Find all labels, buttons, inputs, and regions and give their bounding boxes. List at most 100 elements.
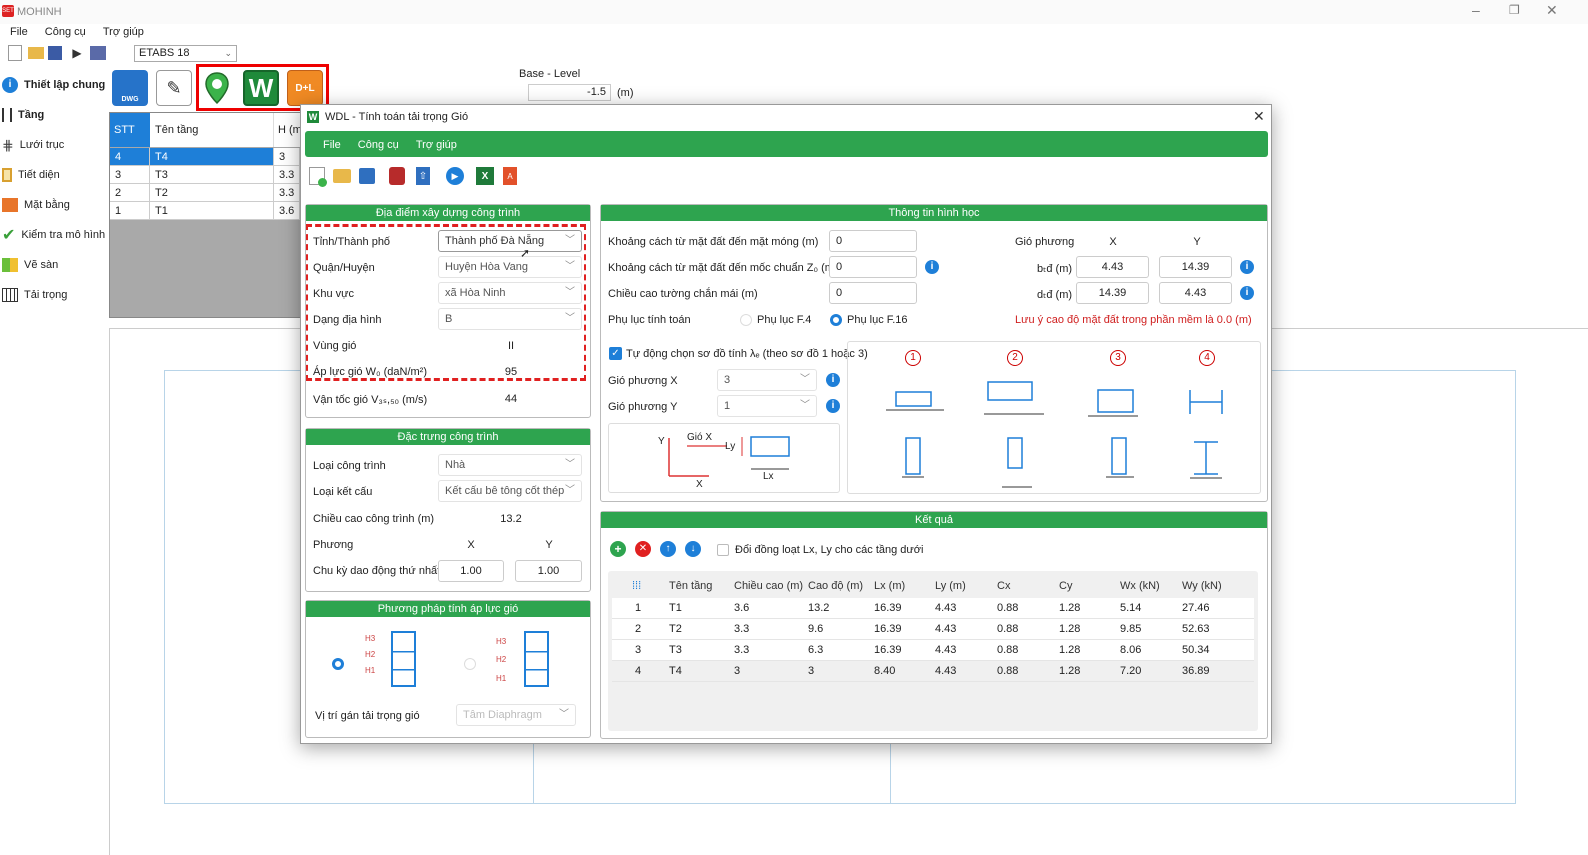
info-icon[interactable]: i (925, 260, 939, 274)
open-folder-icon[interactable] (333, 169, 351, 183)
info-icon[interactable]: i (1240, 286, 1254, 300)
dialog-menu-file[interactable]: File (323, 139, 341, 151)
sidebar-item-section[interactable]: Tiết diện (0, 160, 108, 190)
dialog-menu-help[interactable]: Trợ giúp (415, 139, 457, 151)
location-pin-button[interactable] (199, 70, 235, 106)
table-row[interactable]: 4 T4 3 3 8.40 4.43 0.88 1.28 7.20 36.89 (612, 661, 1254, 682)
area-select[interactable]: xã Hòa Ninh ﹀ (438, 282, 582, 304)
dist-foundation-input[interactable]: 0 (829, 230, 917, 252)
add-row-button[interactable]: + (610, 541, 626, 557)
table-row[interactable]: 1 T1 3.6 13.2 16.39 4.43 0.88 1.28 5.14 … (612, 598, 1254, 619)
menu-file[interactable]: File (10, 26, 28, 38)
info-icon[interactable]: i (826, 373, 840, 387)
province-select[interactable]: Thành phố Đà Nẵng ﹀ (438, 230, 582, 252)
scheme-3-number[interactable]: 3 (1110, 350, 1126, 366)
sync-checkbox[interactable] (717, 544, 729, 556)
dist-ref-input[interactable]: 0 (829, 256, 917, 278)
wind-direction-diagram: Y X Gió X Ly Lx (608, 423, 840, 493)
period-y-input[interactable]: 1.00 (515, 560, 582, 582)
pdf-icon[interactable]: A (503, 167, 517, 185)
table-row[interactable]: 2 T2 3.3 (110, 184, 300, 202)
dialog-title: WDL - Tính toán tải trọng Gió (325, 111, 469, 123)
open-folder-icon[interactable] (28, 47, 44, 59)
col-stt: STT (110, 113, 150, 147)
structure-select[interactable]: Kết cấu bê tông cốt thép ﹀ (438, 480, 582, 502)
wind-y-select[interactable]: 1 ﹀ (717, 395, 817, 417)
method-radio-1[interactable] (332, 658, 344, 670)
dwg-import-button[interactable]: DWG (112, 70, 148, 106)
plan-icon (2, 198, 18, 212)
delete-row-button[interactable]: ✕ (635, 541, 651, 557)
run-icon[interactable]: ▶ (446, 167, 464, 185)
method-radio-2[interactable] (464, 658, 476, 670)
table-row[interactable]: 3 T3 3.3 6.3 16.39 4.43 0.88 1.28 8.06 5… (612, 640, 1254, 661)
cell-ly: 4.43 (935, 665, 957, 677)
database-icon[interactable] (389, 167, 405, 185)
sidebar-item-slab[interactable]: Vẽ sàn (0, 250, 108, 280)
cell-floor-name: T3 (669, 644, 682, 656)
table-row[interactable]: 3 T3 3.3 (110, 166, 300, 184)
edit-button[interactable]: ✎ (156, 70, 192, 106)
canvas-gridline (1272, 328, 1588, 329)
base-level-input[interactable]: -1.5 (528, 84, 611, 101)
info-icon[interactable]: i (826, 399, 840, 413)
cell-wx: 8.06 (1120, 644, 1142, 656)
auto-scheme-checkbox[interactable]: ✓ (609, 347, 622, 360)
etabs-version-select[interactable]: ETABS 18 ⌄ (134, 45, 237, 62)
b-y-input[interactable]: 14.39 (1159, 256, 1232, 278)
d-y-input[interactable]: 4.43 (1159, 282, 1232, 304)
appendix-f16-radio[interactable] (830, 314, 842, 326)
sidebar-item-grid[interactable]: ⋕ Lưới trục (0, 130, 108, 160)
b-x-input[interactable]: 4.43 (1076, 256, 1149, 278)
h1-label: H1 (365, 666, 376, 675)
minimize-button[interactable]: – (1472, 2, 1480, 18)
new-file-icon[interactable] (309, 167, 327, 187)
base-level-unit: (m) (617, 87, 634, 99)
menu-help[interactable]: Trợ giúp (102, 26, 144, 38)
new-file-icon[interactable] (8, 45, 22, 61)
position-select[interactable]: Tâm Diaphragm ﹀ (456, 704, 576, 726)
chevron-down-icon: ﹀ (565, 235, 575, 246)
ground-level-note: Lưu ý cao độ mặt đất trong phần mềm là 0… (1015, 314, 1252, 326)
move-down-button[interactable]: ↓ (685, 541, 701, 557)
scheme-1-number[interactable]: 1 (905, 350, 921, 366)
upload-icon[interactable]: ⇧ (416, 167, 430, 185)
wind-x-select[interactable]: 3 ﹀ (717, 369, 817, 391)
info-icon[interactable]: i (1240, 260, 1254, 274)
d-x-input[interactable]: 14.39 (1076, 282, 1149, 304)
district-select[interactable]: Huyện Hòa Vang ﹀ (438, 256, 582, 278)
move-up-button[interactable]: ↑ (660, 541, 676, 557)
appendix-f4-radio[interactable] (740, 314, 752, 326)
sidebar-item-plan[interactable]: Mặt bằng (0, 190, 108, 220)
play-icon[interactable]: ▶ (72, 46, 82, 60)
table-row[interactable]: 4 T4 3 (110, 148, 300, 166)
scheme-2-number[interactable]: 2 (1007, 350, 1023, 366)
dialog-close-button[interactable]: ✕ (1253, 108, 1265, 124)
close-button[interactable]: ✕ (1546, 2, 1558, 18)
chart-icon[interactable] (90, 46, 106, 60)
wind-load-button[interactable]: W (243, 70, 279, 106)
save-icon[interactable] (48, 46, 62, 60)
table-row[interactable]: 2 T2 3.3 9.6 16.39 4.43 0.88 1.28 9.85 5… (612, 619, 1254, 640)
table-row[interactable]: 1 T1 3.6 (110, 202, 300, 220)
sidebar-item-check[interactable]: ✔ Kiểm tra mô hình (0, 220, 108, 250)
dialog-menu-tools[interactable]: Công cụ (357, 139, 399, 151)
save-icon[interactable] (359, 168, 375, 184)
menu-tools[interactable]: Công cụ (44, 26, 86, 38)
building-type-select[interactable]: Nhà ﹀ (438, 454, 582, 476)
sidebar-item-load[interactable]: Tải trọng (0, 280, 108, 310)
terrain-select[interactable]: B ﹀ (438, 308, 582, 330)
parapet-input[interactable]: 0 (829, 282, 917, 304)
load-combo-button[interactable]: D+L (287, 70, 323, 106)
appendix-f4-label: Phụ lục F.4 (757, 314, 812, 326)
b-label: bₜđ (m) (1037, 263, 1073, 275)
col-lx: Lx (m) (874, 580, 906, 592)
results-panel-header: Kết quả (601, 512, 1267, 528)
sidebar-item-floor[interactable]: Tầng (0, 100, 108, 130)
restore-button[interactable]: ❐ (1509, 3, 1520, 17)
excel-icon[interactable]: X (476, 167, 494, 185)
period-x-input[interactable]: 1.00 (438, 560, 504, 582)
sidebar-item-general[interactable]: i Thiết lập chung (0, 70, 108, 100)
cell-h: 3.6 (274, 202, 300, 219)
scheme-4-number[interactable]: 4 (1199, 350, 1215, 366)
